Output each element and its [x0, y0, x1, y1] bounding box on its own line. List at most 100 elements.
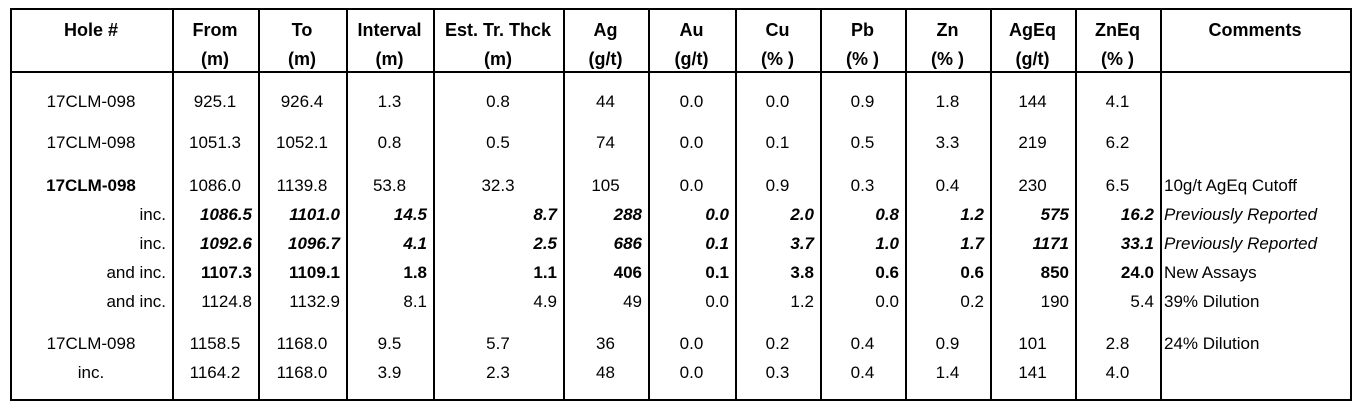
header-cell: Interval [357, 20, 422, 40]
value-cell: 5.7 [486, 334, 510, 353]
column-rule [346, 8, 348, 401]
header-cell: (g/t) [1015, 49, 1050, 69]
hole-cell: inc. [139, 234, 166, 253]
value-cell: 1.8 [935, 92, 960, 111]
value-cell: 406 [613, 263, 642, 282]
value-cell: 190 [1040, 292, 1069, 311]
value-cell: 0.6 [960, 263, 984, 282]
value-cell: 8.1 [403, 292, 427, 311]
value-cell: 1171 [1032, 234, 1069, 253]
value-cell: 1096.7 [288, 234, 340, 253]
header-cell: Cu [765, 20, 790, 40]
value-cell: 0.0 [875, 292, 899, 311]
value-cell: 3.3 [935, 133, 960, 152]
value-cell: 1.3 [377, 92, 402, 111]
value-cell: 1101.0 [289, 205, 340, 224]
value-cell: 288 [613, 205, 642, 224]
value-cell: 0.1 [705, 234, 729, 253]
value-cell: 33.1 [1120, 234, 1154, 253]
column-rule [735, 8, 737, 401]
value-cell: 850 [1040, 263, 1069, 282]
value-cell: 0.5 [850, 133, 875, 152]
value-cell: 1086.0 [189, 176, 241, 195]
header-cell: (g/t) [588, 49, 623, 69]
column-rule [648, 8, 650, 401]
value-cell: 16.2 [1120, 205, 1154, 224]
value-cell: 0.0 [679, 334, 704, 353]
header-cell: From [192, 20, 238, 40]
value-cell: 0.8 [875, 205, 899, 224]
value-cell: 6.5 [1105, 176, 1130, 195]
value-cell: 0.0 [679, 176, 704, 195]
comment-cell: 24% Dilution [1164, 334, 1260, 353]
column-rule [1160, 8, 1162, 401]
border [10, 8, 1351, 10]
value-cell: 926.4 [280, 92, 324, 111]
value-cell: 1.8 [403, 263, 427, 282]
hole-cell: 17CLM-098 [46, 176, 136, 195]
value-cell: 9.5 [377, 334, 402, 353]
value-cell: 1168.0 [276, 334, 328, 353]
value-cell: 144 [1018, 92, 1047, 111]
value-cell: 0.6 [875, 263, 899, 282]
header-cell: (% ) [1101, 49, 1134, 69]
value-cell: 14.5 [393, 205, 427, 224]
value-cell: 2.0 [790, 205, 814, 224]
value-cell: 3.7 [790, 234, 814, 253]
header-cell: Pb [850, 20, 874, 40]
header-cell: Est. Tr. Thck [444, 20, 552, 40]
value-cell: 0.3 [850, 176, 875, 195]
value-cell: 0.0 [679, 92, 704, 111]
value-cell: 1052.1 [276, 133, 328, 152]
header-cell: (g/t) [674, 49, 709, 69]
value-cell: 0.4 [935, 176, 960, 195]
value-cell: 3.9 [377, 363, 402, 382]
value-cell: 3.8 [790, 263, 814, 282]
value-cell: 0.9 [850, 92, 875, 111]
comment-cell: Previously Reported [1164, 234, 1318, 253]
value-cell: 1109.1 [288, 263, 340, 282]
value-cell: 0.3 [765, 363, 790, 382]
column-rule [820, 8, 822, 401]
header-cell: (% ) [761, 49, 794, 69]
value-cell: 0.4 [850, 363, 875, 382]
column-rule [1075, 8, 1077, 401]
value-cell: 1168.0 [276, 363, 328, 382]
value-cell: 0.8 [486, 92, 510, 111]
comment-cell: Previously Reported [1164, 205, 1318, 224]
header-cell: ZnEq [1095, 20, 1140, 40]
column-rule [258, 8, 260, 401]
hole-cell: 17CLM-098 [46, 92, 136, 111]
value-cell: 230 [1018, 176, 1047, 195]
hole-cell: and inc. [106, 292, 166, 311]
value-cell: 1.1 [533, 263, 557, 282]
value-cell: 1107.3 [200, 263, 252, 282]
value-cell: 53.8 [372, 176, 407, 195]
value-cell: 0.2 [765, 334, 790, 353]
value-cell: 0.0 [705, 205, 729, 224]
value-cell: 0.1 [765, 133, 790, 152]
value-cell: 2.3 [486, 363, 510, 382]
header-cell: Hole # [63, 20, 119, 40]
header-cell: Au [679, 20, 704, 40]
value-cell: 48 [596, 363, 615, 382]
hole-cell: 17CLM-098 [46, 133, 136, 152]
value-cell: 0.2 [960, 292, 984, 311]
comment-cell: 10g/t AgEq Cutoff [1164, 176, 1297, 195]
column-rule [905, 8, 907, 401]
value-cell: 49 [623, 292, 642, 311]
hole-cell: inc. [77, 363, 105, 382]
value-cell: 1164.2 [189, 363, 241, 382]
value-cell: 44 [596, 92, 615, 111]
header-cell: To [291, 20, 313, 40]
value-cell: 74 [596, 133, 615, 152]
value-cell: 105 [591, 176, 620, 195]
value-cell: 2.5 [533, 234, 557, 253]
value-cell: 8.7 [533, 205, 557, 224]
value-cell: 0.0 [705, 292, 729, 311]
value-cell: 1051.3 [189, 133, 241, 152]
value-cell: 1139.8 [276, 176, 328, 195]
header-cell: (m) [201, 49, 229, 69]
header-cell: Zn [936, 20, 959, 40]
